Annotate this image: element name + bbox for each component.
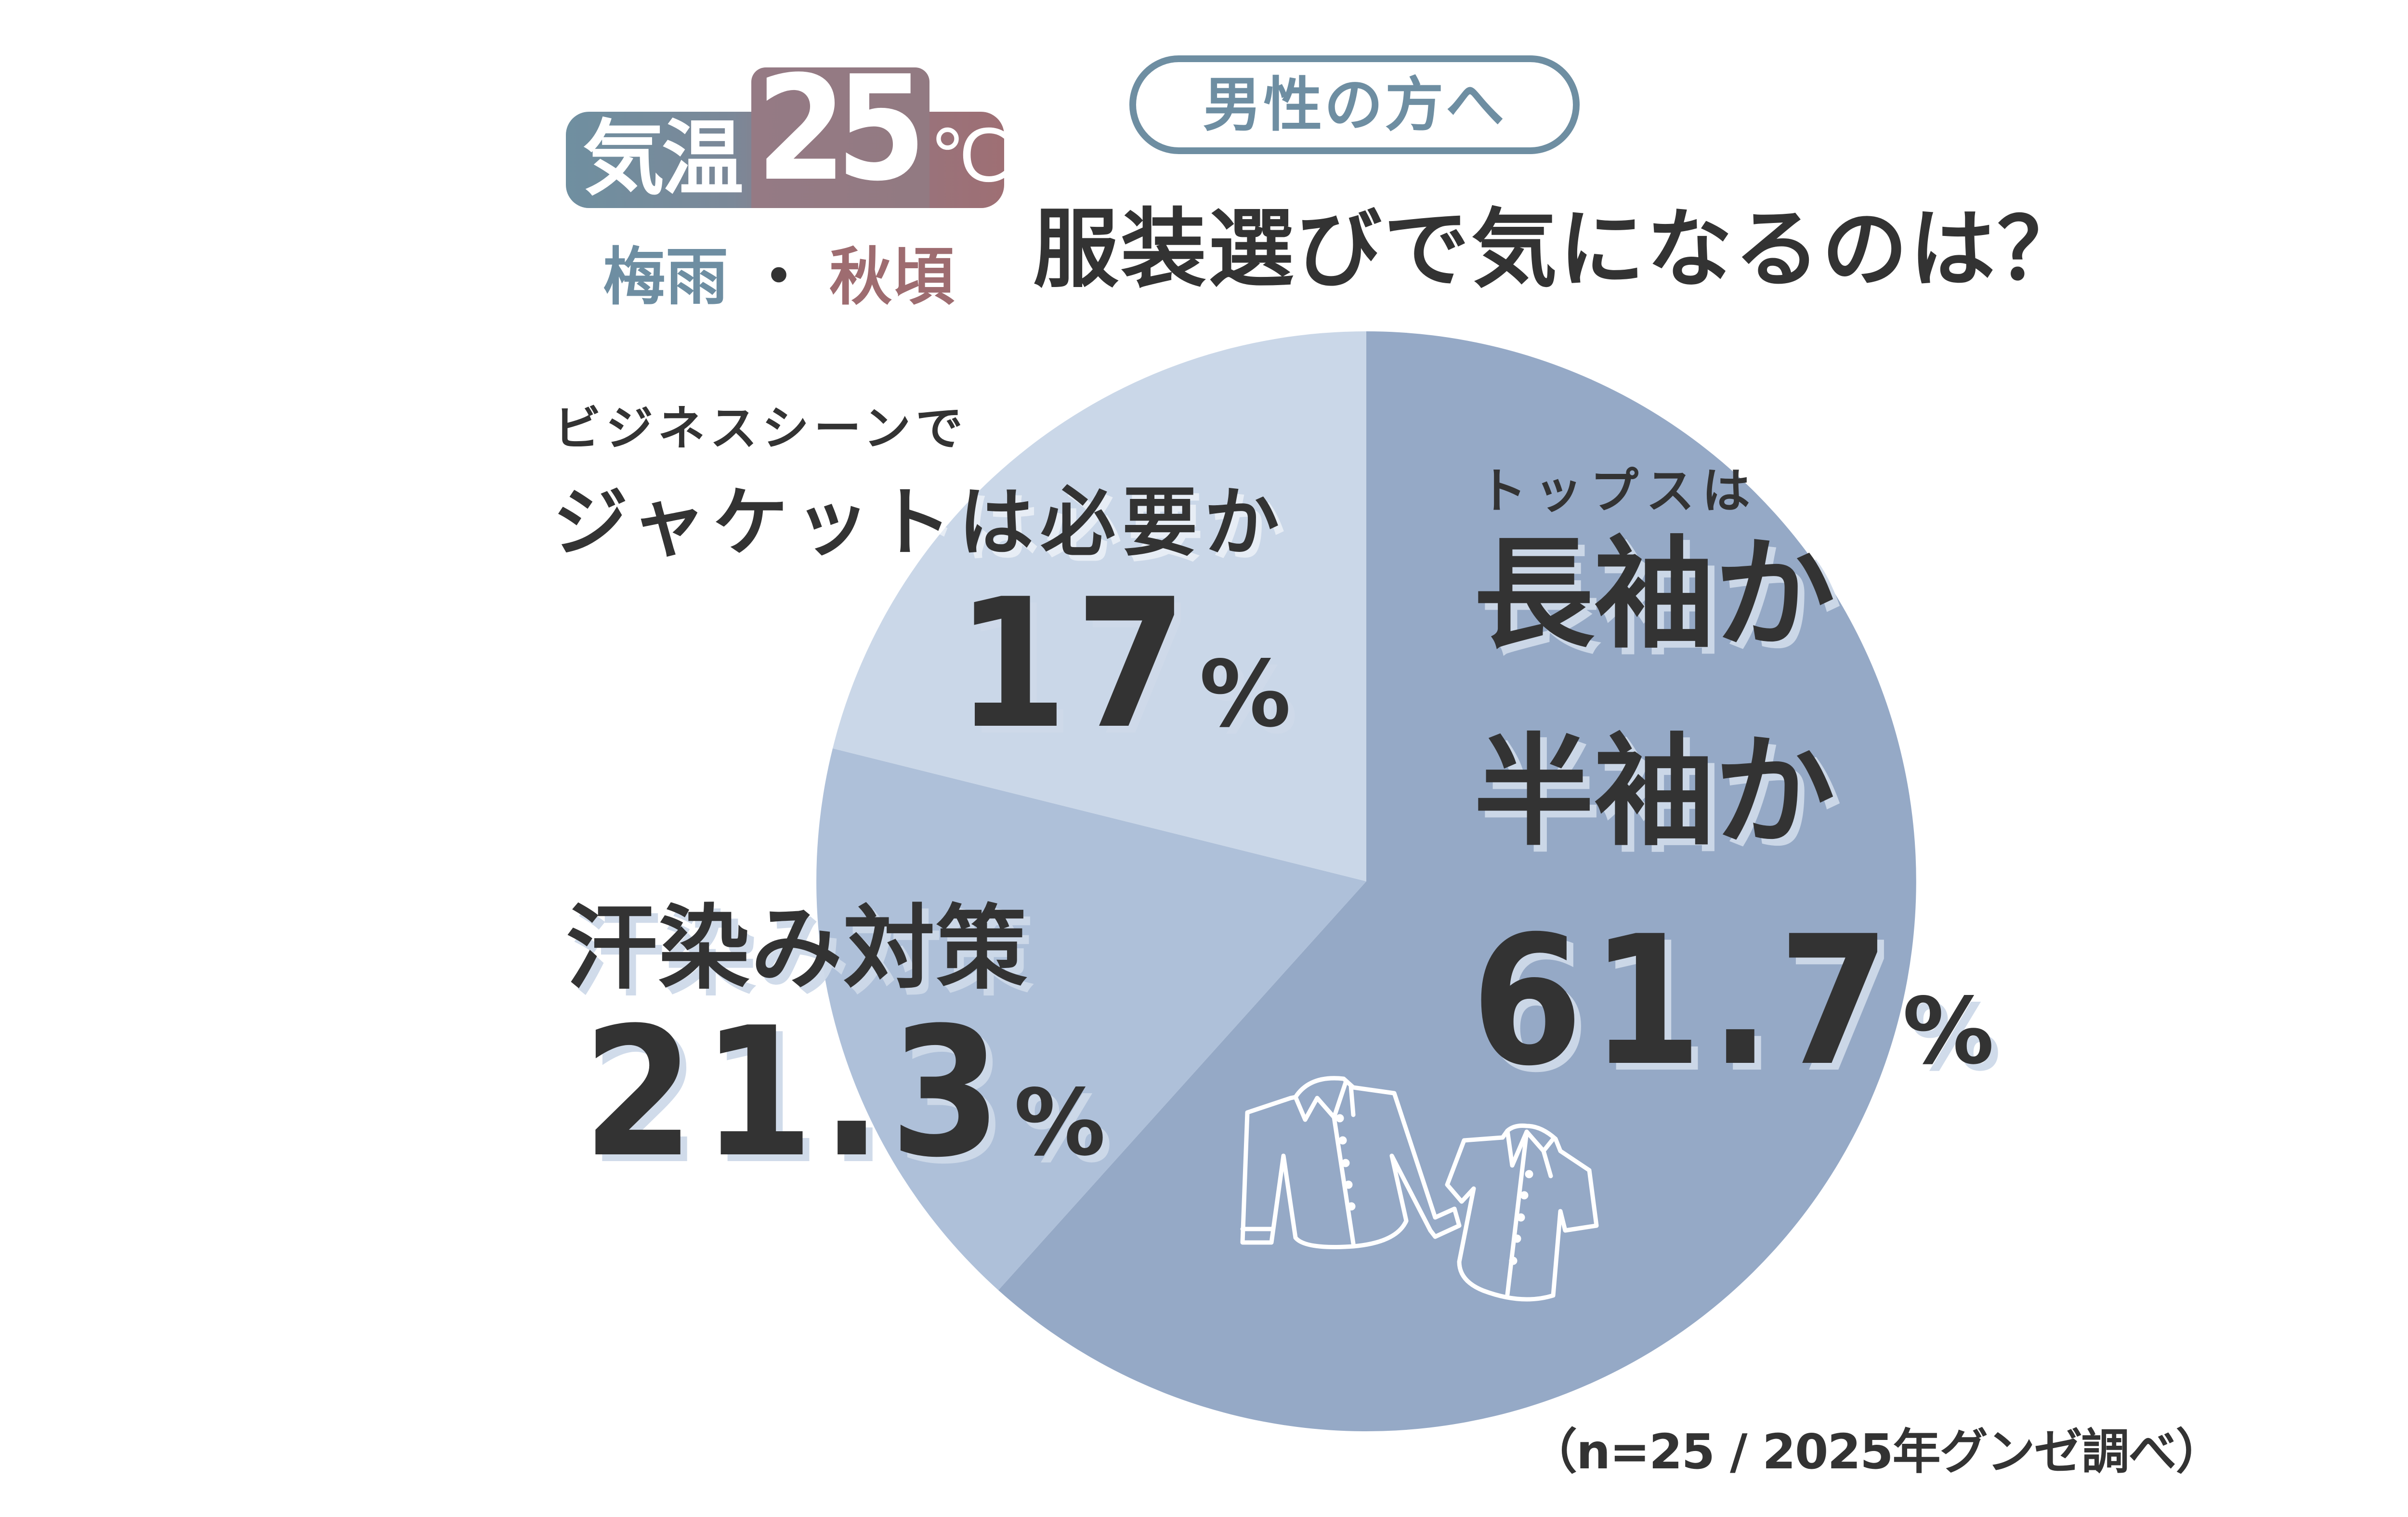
audience-pill-label: 男性の方へ (1203, 70, 1506, 139)
season-rainy: 梅雨 (603, 240, 729, 314)
slice-value-sweat-number: 21.3 (583, 990, 1009, 1197)
slice-label-tops-line1: 長袖か (1474, 524, 1835, 665)
slice-label-jacket: ジャケットは必要か (553, 479, 1286, 566)
slice-value-sweat: 21.3% (583, 1004, 1106, 1239)
slice-value-sweat-unit: % (1014, 1070, 1106, 1176)
temperature-label: 気温 (583, 111, 744, 207)
temperature-unit: ℃ (929, 115, 1011, 198)
slice-value-jacket: 17% (956, 575, 1291, 810)
slice-label-sweat: 汗染み対策 (566, 895, 1029, 1002)
chart-title: 服装選びで気になるのは？ (1033, 199, 2085, 299)
season-separator: ・ (747, 240, 811, 314)
pie-slice-sweat (816, 748, 1366, 1290)
pie-slice-jacket (833, 331, 1366, 881)
slice-value-tops-number: 61.7 (1471, 898, 1898, 1105)
pie-slice-tops (998, 331, 1916, 1431)
audience-pill: 男性の方へ (1129, 55, 1580, 154)
slice-value-jacket-number: 17 (956, 561, 1195, 768)
shirts-icon (1240, 1076, 1599, 1302)
temperature-badge-highlight (751, 67, 929, 208)
slice-value-tops: 61.7% (1471, 913, 1994, 1147)
slice-label-jacket-sub: ビジネスシーンで (554, 401, 968, 456)
temperature-value: 25 (756, 45, 927, 213)
slice-value-jacket-unit: % (1199, 641, 1291, 747)
source-note: （n=25 / 2025年グンゼ調べ） (1529, 1424, 2224, 1480)
season-label: 梅雨・秋頃 (603, 243, 955, 311)
slice-label-tops-line2: 半袖か (1474, 722, 1835, 862)
season-autumn: 秋頃 (829, 240, 955, 314)
slice-label-tops-sub: トップスは (1479, 463, 1758, 519)
slice-value-tops-unit: % (1902, 978, 1994, 1085)
